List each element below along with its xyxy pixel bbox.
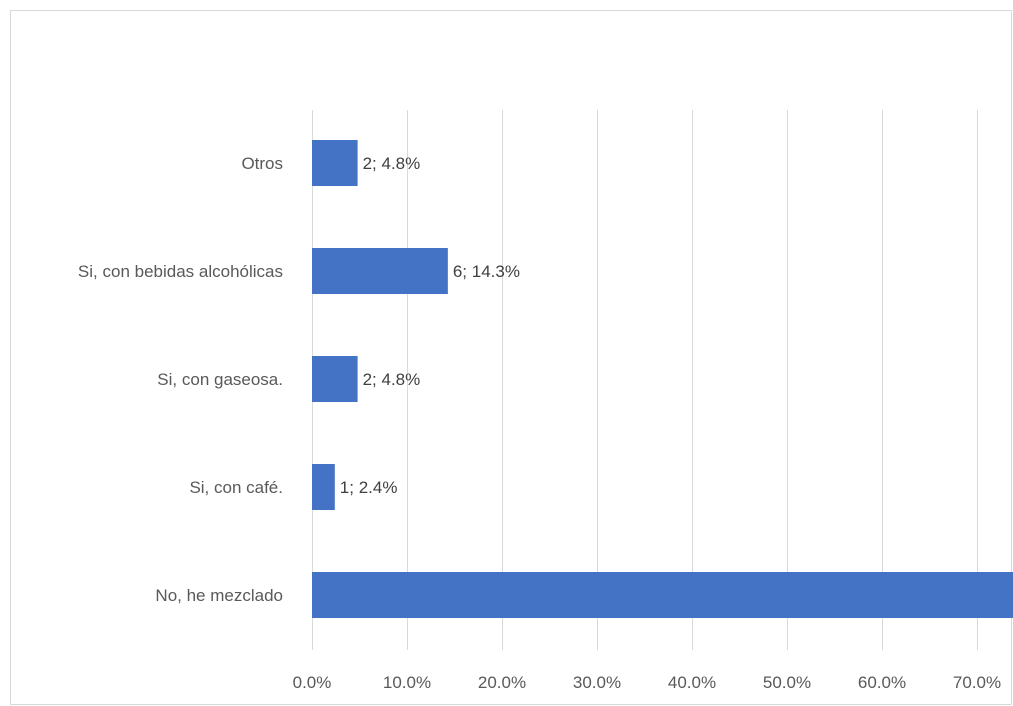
x-tick-label: 10.0% <box>383 673 431 692</box>
gridlines <box>312 110 978 650</box>
data-label: 6; 14.3% <box>453 262 520 281</box>
category-label: Otros <box>241 154 283 173</box>
data-label: 2; 4.8% <box>363 370 421 389</box>
bar <box>312 464 335 510</box>
category-label: No, he mezclado <box>155 586 283 605</box>
category-label: Si, con café. <box>189 478 283 497</box>
category-label: Si, con bebidas alcohólicas <box>78 262 283 281</box>
x-tick-labels: 0.0%10.0%20.0%30.0%40.0%50.0%60.0%70.0%8… <box>293 673 1001 692</box>
x-tick-label: 0.0% <box>293 673 332 692</box>
data-label: 2; 4.8% <box>363 154 421 173</box>
bar <box>312 248 448 294</box>
data-labels: 2; 4.8%6; 14.3%2; 4.8%1; 2.4%31; 73.8% <box>340 154 520 497</box>
x-tick-label: 40.0% <box>668 673 716 692</box>
x-tick-label: 50.0% <box>763 673 811 692</box>
bar <box>312 572 1013 618</box>
category-label: Si, con gaseosa. <box>157 370 283 389</box>
data-label: 1; 2.4% <box>340 478 398 497</box>
x-tick-label: 60.0% <box>858 673 906 692</box>
x-tick-label: 30.0% <box>573 673 621 692</box>
x-tick-label: 20.0% <box>478 673 526 692</box>
bar <box>312 356 358 402</box>
category-labels: Otros Si, con bebidas alcohólicas Si, con … <box>78 154 283 605</box>
bar <box>312 140 358 186</box>
x-tick-label: 70.0% <box>953 673 1001 692</box>
bars <box>312 140 1013 618</box>
